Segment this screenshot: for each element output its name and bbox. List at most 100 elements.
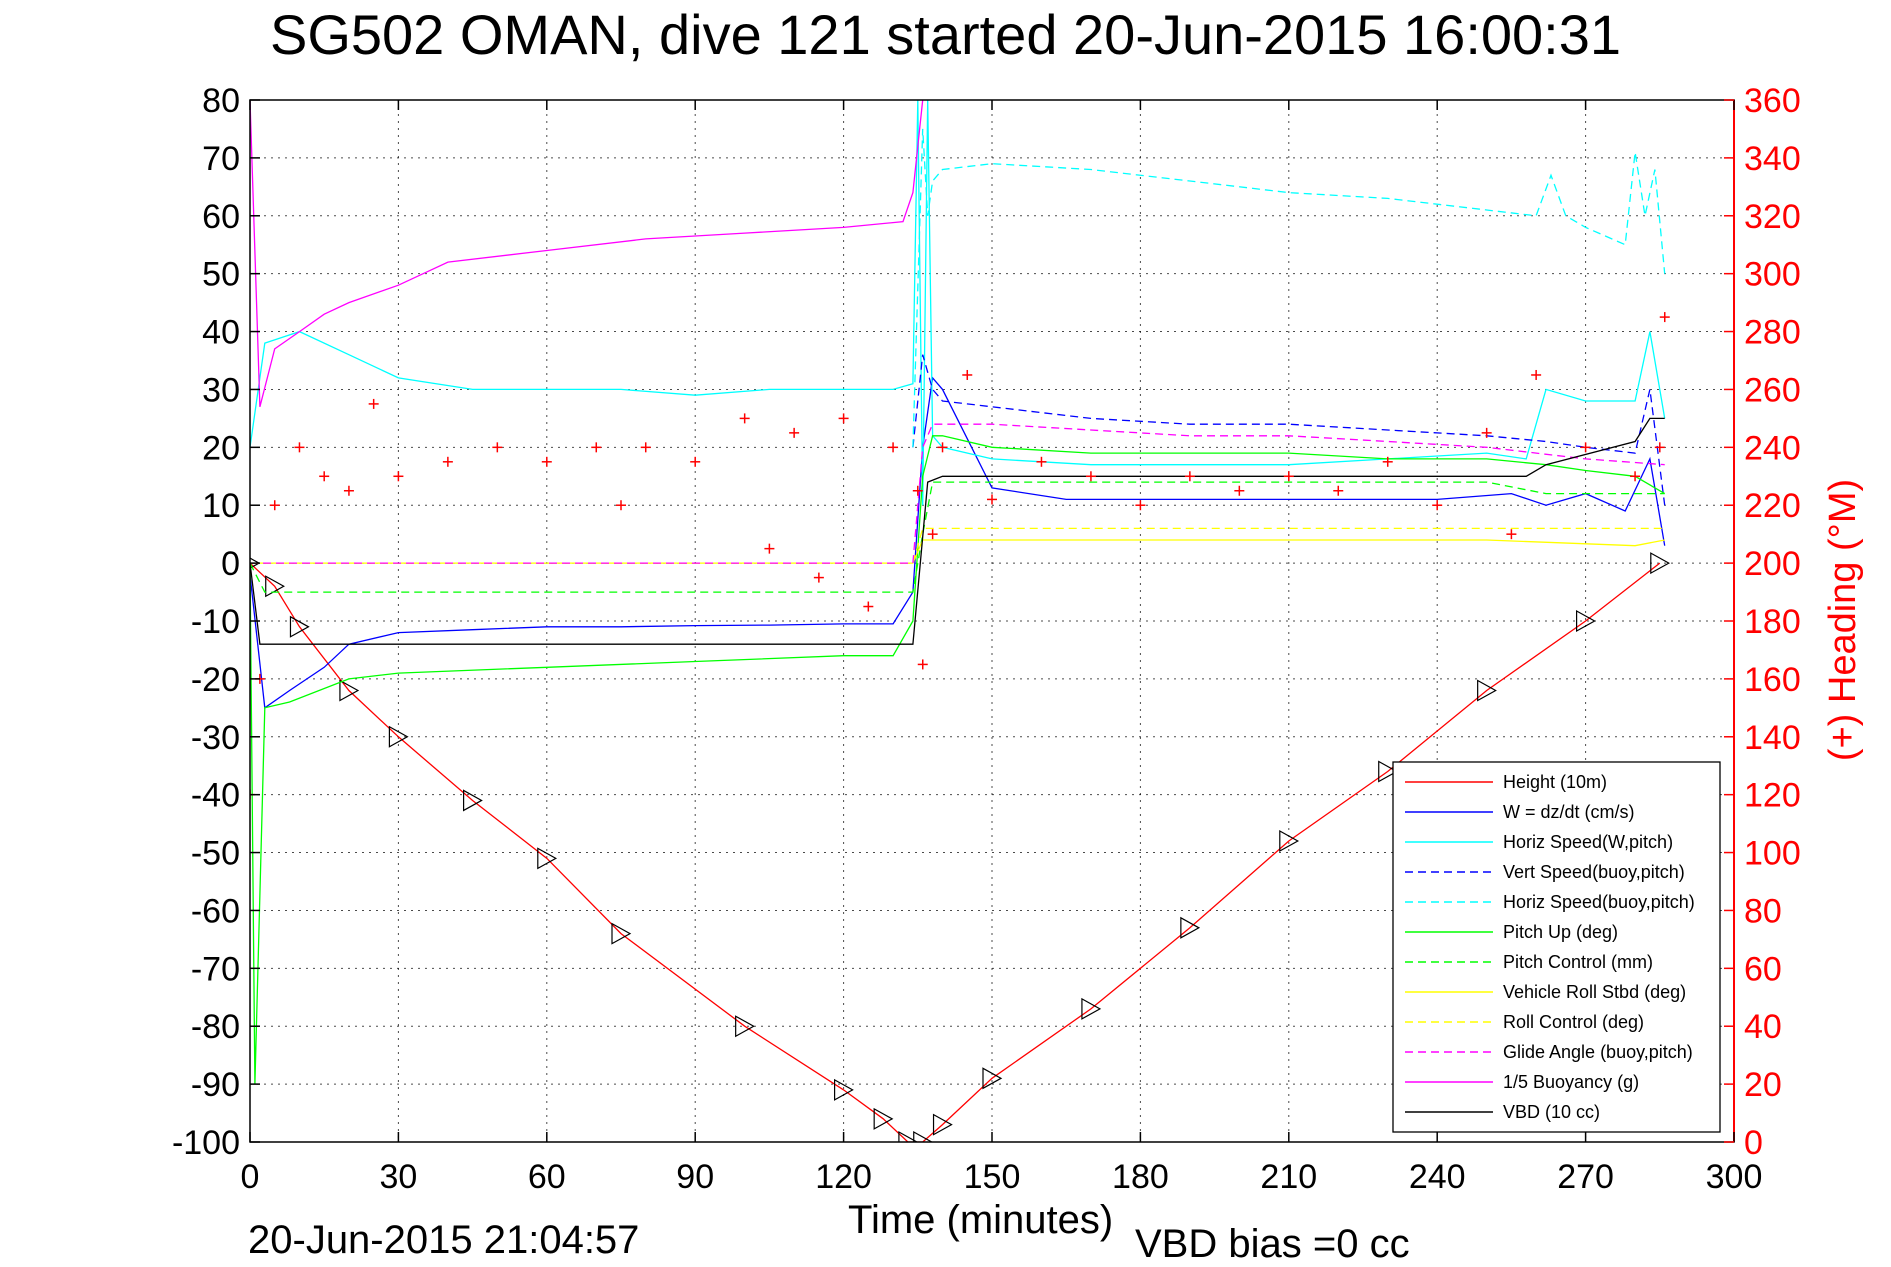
y2-tick-label: 320 [1744,198,1801,236]
legend-label: Height (10m) [1503,772,1607,792]
heading-marker [690,456,701,467]
footer-vbd-bias: VBD bias =0 cc [1135,1222,1410,1266]
y2-tick-label: 40 [1744,1008,1782,1046]
heading-marker [927,529,938,540]
series-line-6 [250,481,1665,593]
y-tick-label: -70 [191,950,240,988]
x-tick-label: 120 [815,1158,872,1196]
height-marker [265,575,285,598]
legend-label: Glide Angle (buoy,pitch) [1503,1042,1693,1062]
height-marker [913,1130,933,1142]
series-line-11 [250,417,1665,645]
height-marker [611,922,632,945]
heading-marker [294,442,305,453]
series-line-5 [250,435,1666,1085]
heading-marker [1085,471,1096,482]
heading-marker [1333,485,1344,496]
y-tick-label: 10 [202,487,240,525]
heading-marker [640,442,651,453]
x-tick-label: 180 [1112,1158,1169,1196]
y-tick-label: -90 [191,1066,240,1104]
height-marker [1081,997,1102,1020]
x-axis-ticks: 0 30 60 90 120 150 180 210 240 270 300 [241,100,1763,1196]
series-line-10 [250,100,924,407]
height-marker [834,1078,854,1101]
legend-label: Pitch Up (deg) [1503,922,1618,942]
x-tick-label: 60 [528,1158,566,1196]
series-line-8 [250,527,1665,564]
series-line-3 [912,354,1666,506]
height-marker [1180,916,1201,939]
legend: Height (10m) W = dz/dt (cm/s) Horiz Speed(… [1392,761,1721,1133]
y-tick-label: -40 [191,777,240,815]
height-marker [339,679,360,702]
legend-label: Roll Control (deg) [1503,1012,1644,1032]
y-tick-label: -100 [172,1124,240,1162]
y-tick-label: -60 [191,892,240,930]
series-line-9 [250,423,1665,564]
heading-marker [492,442,503,453]
x-tick-label: 270 [1557,1158,1614,1196]
heading-marker [343,485,354,496]
series-line-4 [912,128,1666,448]
heading-marker [1036,456,1047,467]
y-tick-label: 30 [202,371,240,409]
heading-marker [987,494,997,505]
height-marker [1576,609,1596,633]
legend-label: Horiz Speed(W,pitch) [1503,832,1673,852]
y2-axis-label: (+) Heading (°M) [1822,479,1864,761]
height-marker [932,1113,953,1136]
heading-marker [1659,312,1670,323]
heading-marker [1506,529,1517,540]
legend-label: Pitch Control (mm) [1503,952,1653,972]
y-tick-label: -80 [191,1008,240,1046]
y2-tick-label: 240 [1744,429,1801,467]
heading-marker [1481,427,1492,438]
y-tick-label: -10 [191,603,240,641]
y2-tick-label: 100 [1744,835,1801,873]
y-tick-label: 40 [202,314,240,352]
heading-marker [393,471,404,482]
height-marker [1378,760,1398,783]
y2-axis-ticks: 3603403203002802602402202001801601401201… [1724,82,1801,1162]
heading-marker [1135,500,1146,511]
height-marker [898,1130,919,1142]
height-marker [982,1067,1003,1090]
x-tick-label: 300 [1706,1158,1763,1196]
x-tick-label: 240 [1409,1158,1466,1196]
height-marker [1650,552,1671,575]
y-tick-label: -50 [191,835,240,873]
heading-marker [888,442,899,453]
height-marker [1477,679,1497,702]
heading-marker [1382,456,1393,467]
legend-label: Horiz Speed(buoy,pitch) [1503,892,1695,912]
legend-box [1392,761,1721,1133]
height-marker [388,725,409,748]
height-marker [735,1015,755,1038]
y2-tick-label: 360 [1744,82,1801,120]
height-marker [463,789,483,812]
heading-marker [319,471,330,482]
heading-marker [541,456,552,467]
footer-date: 20-Jun-2015 21:04:57 [248,1218,640,1262]
heading-marker [1580,442,1591,453]
heading-marker [917,659,928,670]
heading-marker [368,398,379,409]
x-axis-label: Time (minutes) [848,1198,1114,1242]
y2-tick-label: 160 [1744,661,1801,699]
heading-marker [591,442,602,453]
height-marker [537,847,558,870]
x-tick-label: 210 [1260,1158,1317,1196]
heading-marker [764,543,775,554]
heading-marker [616,500,626,511]
heading-marker [863,601,874,612]
heading-marker [838,413,849,424]
y-tick-label: 70 [202,140,240,178]
heading-marker [269,500,280,511]
x-tick-label: 0 [241,1158,260,1196]
legend-label: 1/5 Buoyancy (g) [1503,1072,1639,1092]
y-tick-label: 60 [202,198,240,236]
y2-tick-label: 140 [1744,719,1801,757]
height-marker [289,615,310,638]
y-tick-label: 50 [202,256,240,294]
